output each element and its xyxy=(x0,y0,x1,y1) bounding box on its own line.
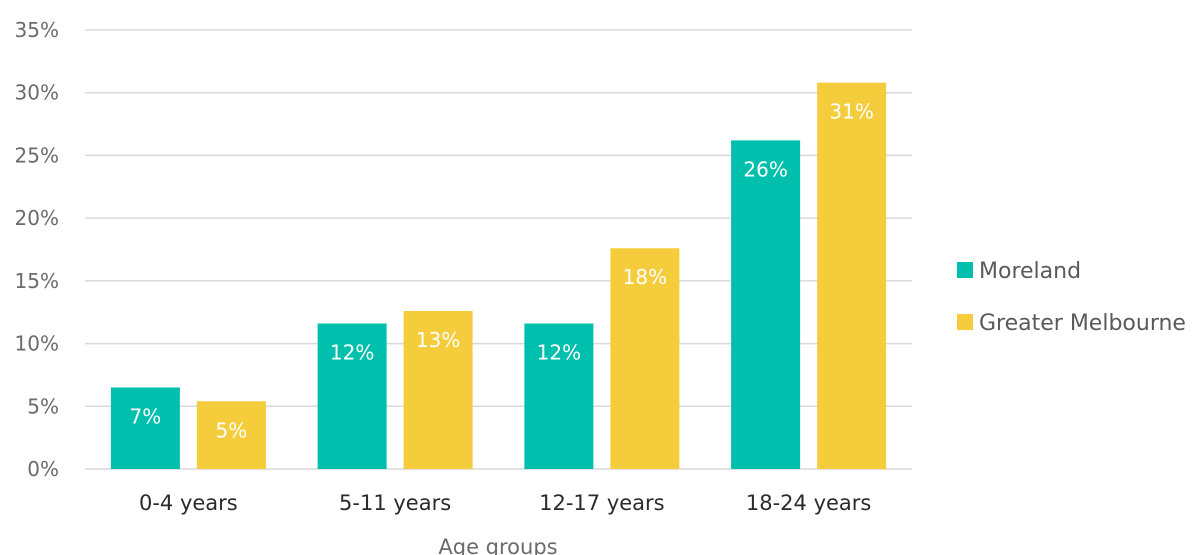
bar-value-label: 13% xyxy=(416,328,460,352)
x-category-label: 5-11 years xyxy=(339,491,451,515)
x-category-label: 12-17 years xyxy=(539,491,665,515)
x-axis-categories: 0-4 years 5-11 years 12-17 years 18-24 year… xyxy=(139,491,871,515)
y-tick-label: 10% xyxy=(15,332,59,356)
bar-value-label: 5% xyxy=(216,418,248,442)
bar xyxy=(196,401,266,469)
bar xyxy=(403,310,473,469)
legend: Moreland Greater Melbourne xyxy=(957,259,1186,336)
bar-value-label: 12% xyxy=(330,341,374,365)
y-tick-label: 35% xyxy=(15,18,59,42)
bars xyxy=(110,82,887,470)
bar xyxy=(110,387,180,469)
y-tick-label: 15% xyxy=(15,269,59,293)
bar-value-label: 12% xyxy=(537,341,581,365)
y-axis-ticks: 0% 5% 10% 15% 20% 25% 30% 35% xyxy=(15,18,59,481)
x-category-label: 0-4 years xyxy=(139,491,238,515)
bar xyxy=(524,323,594,469)
bar-value-label: 26% xyxy=(743,157,787,181)
y-tick-label: 5% xyxy=(27,394,59,418)
legend-label: Moreland xyxy=(979,259,1081,284)
bar-value-label: 18% xyxy=(623,265,667,289)
legend-label: Greater Melbourne xyxy=(979,311,1186,336)
x-category-label: 18-24 years xyxy=(746,491,872,515)
bar xyxy=(817,82,887,470)
bar xyxy=(610,248,680,469)
y-tick-label: 25% xyxy=(15,143,59,167)
bar xyxy=(317,323,387,469)
y-tick-label: 30% xyxy=(15,81,59,105)
y-tick-label: 20% xyxy=(15,206,59,230)
legend-swatch xyxy=(957,262,973,278)
bar-value-label: 31% xyxy=(829,100,873,124)
legend-swatch xyxy=(957,314,973,330)
bar-value-label: 7% xyxy=(130,404,162,428)
bar xyxy=(731,140,801,469)
y-tick-label: 0% xyxy=(27,457,59,481)
data-labels: 7% 5% 12% 13% 12% 18% 26% 31% xyxy=(130,100,874,443)
x-axis-title: Age groups xyxy=(438,535,557,555)
